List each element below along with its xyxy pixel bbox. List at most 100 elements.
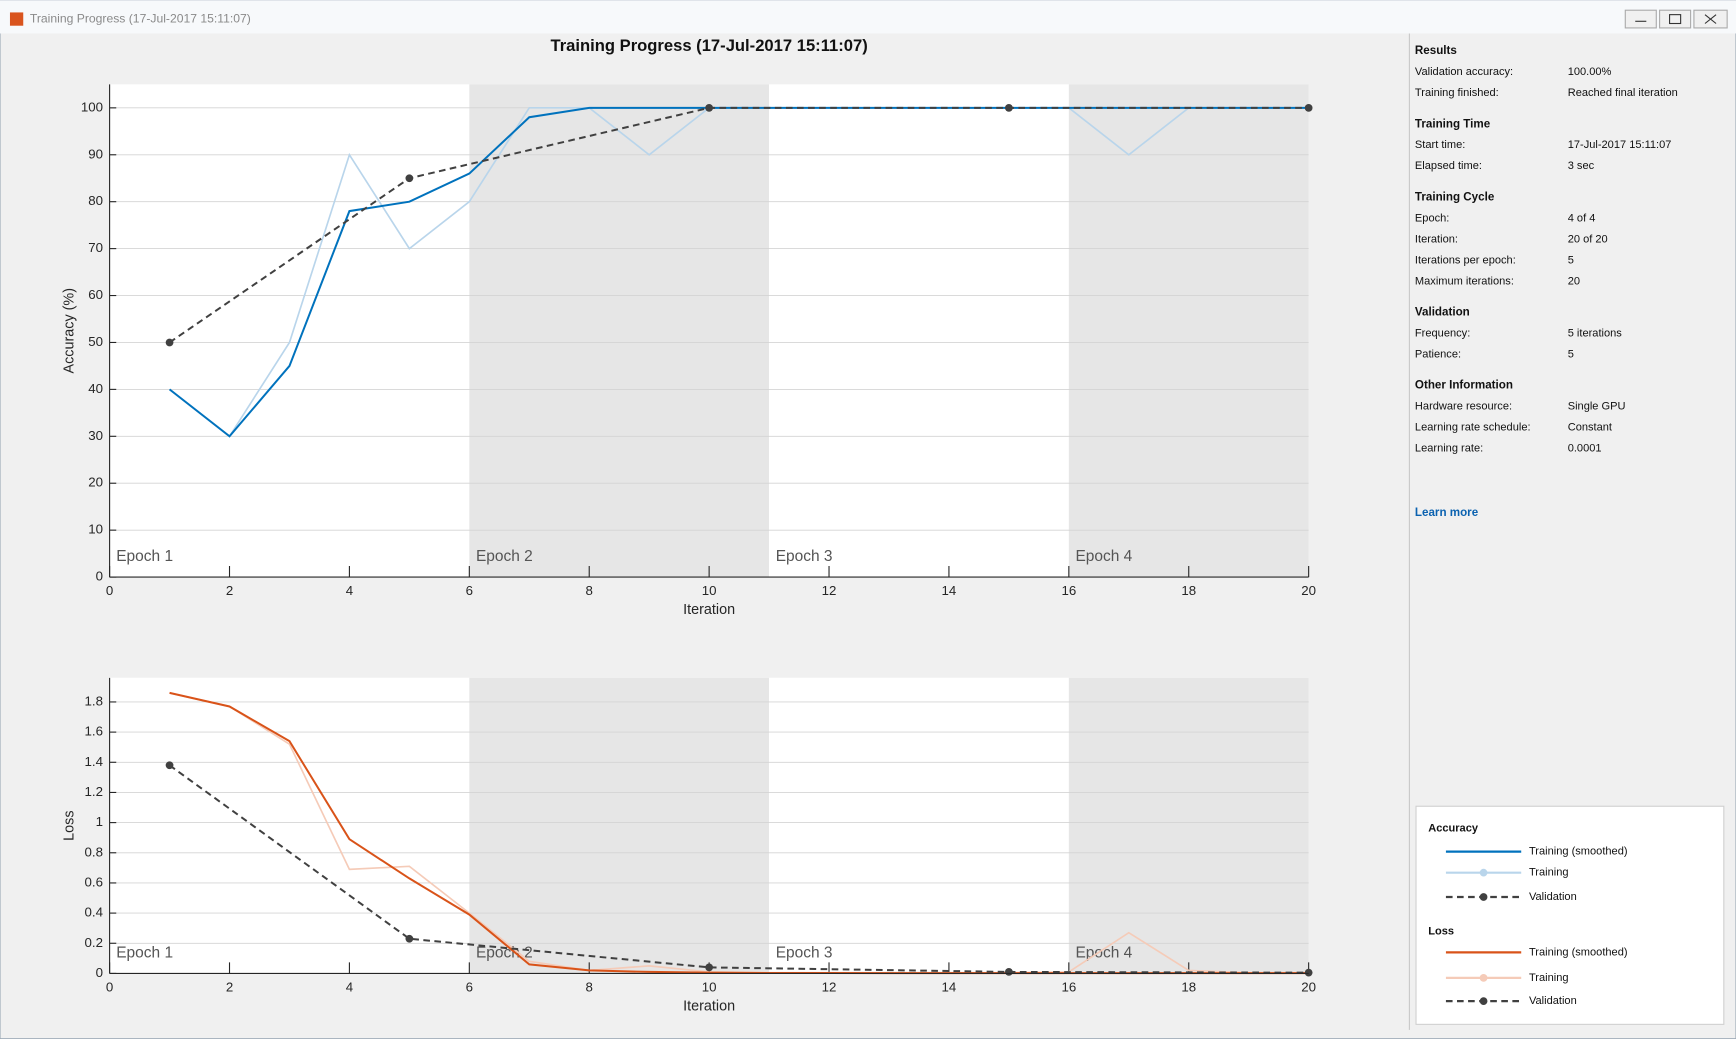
- info-label: Hardware resource:: [1415, 400, 1512, 412]
- info-label: Validation accuracy:: [1415, 66, 1513, 78]
- x-axis-label: Iteration: [683, 998, 735, 1014]
- epoch-band: [109, 677, 470, 974]
- minimize-button[interactable]: [1624, 9, 1657, 29]
- legend-label: Training (smoothed): [1529, 846, 1628, 858]
- x-tick-label: 0: [106, 583, 113, 598]
- epoch-band: [469, 677, 770, 974]
- info-value: 5 iterations: [1568, 327, 1623, 339]
- x-tick-label: 14: [942, 979, 957, 994]
- info-label: Learning rate schedule:: [1415, 422, 1531, 434]
- app-icon: [9, 12, 24, 26]
- y-tick-label: 0.4: [85, 905, 103, 920]
- y-tick-label: 90: [88, 146, 103, 161]
- epoch-band: [469, 84, 770, 578]
- series-line: [168, 764, 1309, 974]
- info-label: Iteration:: [1415, 233, 1458, 245]
- x-tick-label: 18: [1181, 979, 1196, 994]
- legend-marker: [1479, 868, 1488, 877]
- legend-heading: Loss: [1428, 925, 1454, 937]
- legend-heading: Accuracy: [1428, 822, 1479, 834]
- info-panel: Results Validation accuracy: 100.00% Traini…: [1415, 44, 1678, 519]
- info-label: Elapsed time:: [1415, 160, 1482, 172]
- chart-title: Training Progress (17-Jul-2017 15:11:07): [550, 36, 867, 55]
- legend-label: Training: [1529, 867, 1569, 879]
- y-tick-label: 0.8: [85, 844, 103, 859]
- validation-point: [405, 174, 414, 183]
- info-value: 5: [1568, 348, 1574, 360]
- x-tick-label: 20: [1301, 979, 1316, 994]
- validation-point: [705, 103, 713, 112]
- info-label: Learning rate:: [1415, 443, 1483, 455]
- info-label: Training finished:: [1415, 87, 1499, 99]
- y-axis-label: Loss: [62, 810, 78, 840]
- x-tick-label: 2: [226, 979, 233, 994]
- y-tick-label: 1.4: [85, 754, 103, 769]
- legend-box: [1415, 805, 1725, 1025]
- x-tick-label: 20: [1301, 583, 1316, 598]
- epoch-label: Epoch 4: [1075, 945, 1132, 962]
- info-value: 20 of 20: [1568, 233, 1608, 245]
- epoch-label: Epoch 2: [476, 945, 533, 962]
- legend-marker: [1479, 893, 1488, 901]
- x-tick-label: 12: [822, 583, 837, 598]
- x-tick-label: 12: [822, 979, 837, 994]
- epoch-band: [769, 677, 1069, 974]
- y-tick-label: 50: [88, 334, 103, 349]
- validation-point: [1304, 103, 1313, 112]
- legend-label: Training: [1529, 972, 1569, 984]
- info-value: 100.00%: [1568, 66, 1612, 78]
- info-value: 17-Jul-2017 15:11:07: [1568, 139, 1672, 151]
- validation-point: [405, 934, 414, 943]
- info-value: 5: [1568, 254, 1574, 266]
- title-bar: [0, 0, 1736, 34]
- y-tick-label: 1.8: [85, 693, 103, 708]
- info-value: 4 of 4: [1568, 212, 1596, 224]
- x-tick-label: 4: [346, 583, 353, 598]
- validation-point: [1304, 968, 1313, 977]
- x-tick-label: 8: [586, 583, 593, 598]
- y-tick-label: 1: [96, 814, 103, 829]
- info-value: 3 sec: [1568, 160, 1595, 172]
- epoch-band: [1068, 677, 1309, 974]
- section-heading: Results: [1415, 44, 1457, 57]
- y-axis-label: Accuracy (%): [62, 288, 78, 373]
- x-tick-label: 14: [942, 583, 957, 598]
- section-heading: Other Information: [1415, 379, 1513, 392]
- y-tick-label: 80: [88, 193, 103, 208]
- y-tick-label: 0: [96, 965, 103, 980]
- x-tick-label: 0: [106, 979, 113, 994]
- epoch-band: [1068, 84, 1309, 578]
- epoch-label: Epoch 2: [476, 548, 533, 565]
- validation-point: [165, 761, 174, 770]
- y-tick-label: 1.2: [85, 784, 103, 799]
- epoch-label: Epoch 3: [776, 945, 833, 962]
- epoch-label: Epoch 4: [1075, 548, 1132, 565]
- learn-more-link[interactable]: Learn more: [1415, 506, 1479, 519]
- y-tick-label: 10: [88, 522, 103, 537]
- y-tick-label: 1.6: [85, 724, 103, 739]
- info-value: Constant: [1568, 422, 1612, 434]
- info-value: 0.0001: [1568, 443, 1602, 455]
- info-label: Maximum iterations:: [1415, 275, 1514, 287]
- x-tick-label: 4: [346, 979, 353, 994]
- epoch-label: Epoch 3: [776, 548, 833, 565]
- section-heading: Training Time: [1415, 117, 1491, 130]
- section-heading: Validation: [1415, 306, 1470, 319]
- maximize-icon: [1669, 14, 1682, 25]
- legend-label: Training (smoothed): [1529, 946, 1628, 958]
- epoch-band: [769, 84, 1069, 578]
- y-tick-label: 60: [88, 287, 103, 302]
- validation-point: [165, 338, 174, 347]
- y-tick-label: 100: [81, 99, 103, 114]
- y-tick-label: 30: [88, 428, 103, 443]
- x-tick-label: 10: [702, 583, 717, 598]
- section-heading: Training Cycle: [1415, 190, 1495, 203]
- maximize-button[interactable]: [1659, 9, 1692, 29]
- x-tick-label: 6: [466, 583, 473, 598]
- info-label: Frequency:: [1415, 327, 1470, 339]
- x-tick-label: 6: [466, 979, 473, 994]
- info-label: Epoch:: [1415, 212, 1449, 224]
